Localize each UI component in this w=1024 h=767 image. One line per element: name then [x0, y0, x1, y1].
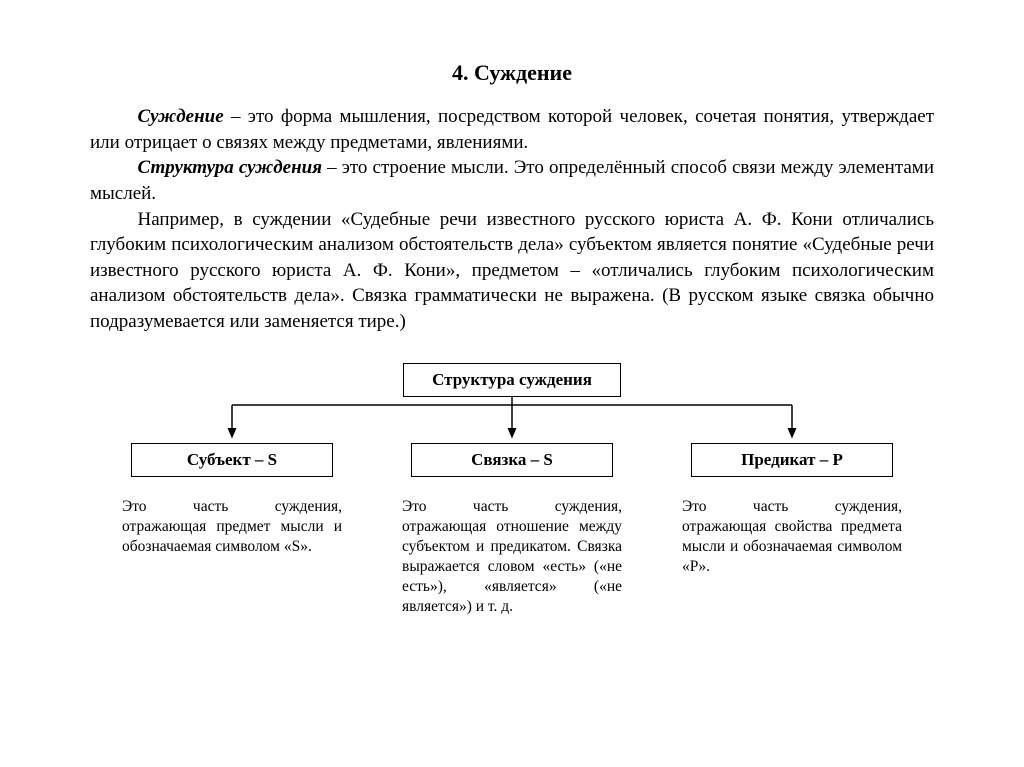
- body-text: Суждение – это форма мышления, посредств…: [90, 104, 934, 335]
- diagram-root-row: Структура суждения: [90, 363, 934, 397]
- diagram-arrows: [122, 397, 902, 443]
- paragraph-3: Например, в суждении «Судебные речи изве…: [90, 207, 934, 335]
- section-title: 4. Суждение: [90, 60, 934, 86]
- paragraph-1: Суждение – это форма мышления, посредств…: [90, 104, 934, 155]
- diagram-children-row: Субъект – S Это часть суждения, отражающ…: [90, 443, 934, 618]
- term-judgment: Суждение: [138, 106, 224, 127]
- diagram-child-copula: Связка – S Это часть суждения, отражающа…: [402, 443, 622, 618]
- predicate-box: Предикат – P: [691, 443, 893, 477]
- term-structure: Структура суждения: [138, 157, 323, 178]
- diagram-child-subject: Субъект – S Это часть суждения, отражающ…: [122, 443, 342, 618]
- diagram-root-box: Структура суждения: [403, 363, 621, 397]
- diagram-child-predicate: Предикат – P Это часть суждения, отражаю…: [682, 443, 902, 618]
- subject-desc: Это часть суждения, отражающая предмет м…: [122, 497, 342, 557]
- structure-diagram: Структура суждения Субъект – S Это часть…: [90, 363, 934, 618]
- copula-desc: Это часть суждения, отражающая отношение…: [402, 497, 622, 618]
- predicate-desc: Это часть суждения, отражающая свойства …: [682, 497, 902, 578]
- copula-box: Связка – S: [411, 443, 613, 477]
- document-page: 4. Суждение Суждение – это форма мышлени…: [0, 0, 1024, 658]
- subject-box: Субъект – S: [131, 443, 333, 477]
- paragraph-2: Структура суждения – это строение мысли.…: [90, 155, 934, 206]
